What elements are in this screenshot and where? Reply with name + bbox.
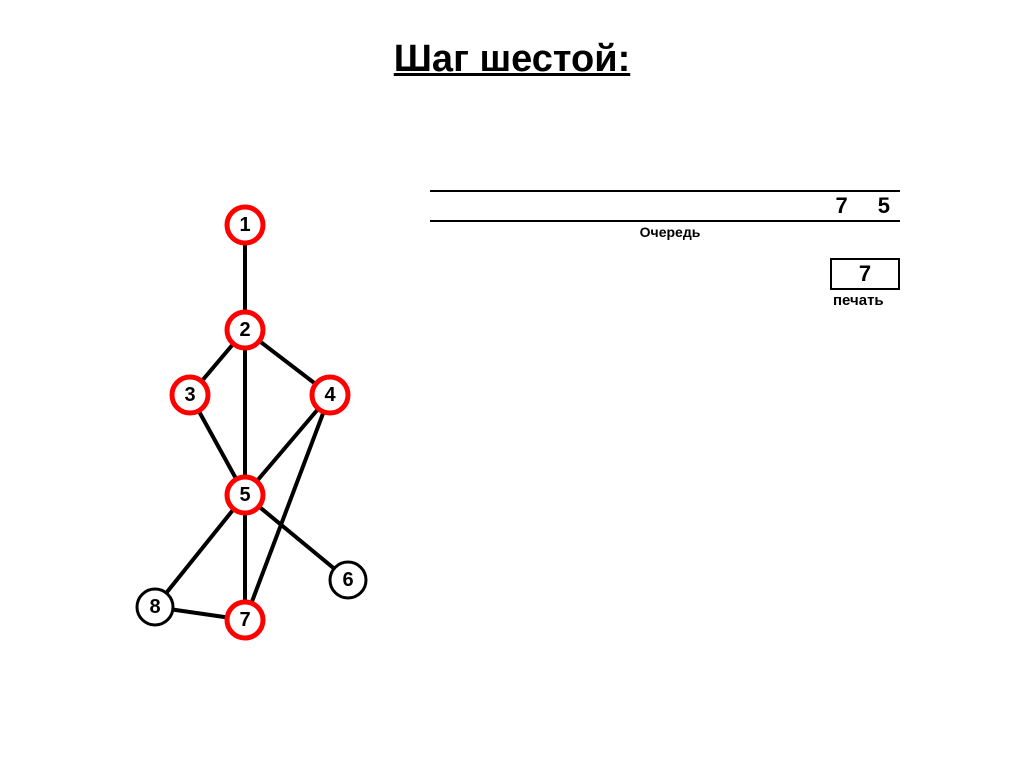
graph-node-label-7: 7	[239, 609, 250, 631]
print-label: печать	[833, 292, 903, 309]
queue-label: Очередь	[620, 224, 720, 240]
graph-node-label-8: 8	[149, 596, 160, 618]
graph-node-label-5: 5	[239, 484, 250, 506]
queue-item: 5	[878, 193, 890, 219]
graph-node-label-3: 3	[184, 384, 195, 406]
queue-item: 7	[836, 193, 848, 219]
graph-diagram: 1 2 3 4 5 6 7 8	[130, 195, 390, 655]
graph-node-label-6: 6	[342, 569, 353, 591]
graph-node-label-4: 4	[324, 384, 336, 406]
graph-edge	[155, 495, 245, 607]
print-box: 7	[830, 258, 900, 290]
graph-node-label-2: 2	[239, 319, 250, 341]
page-title: Шаг шестой:	[0, 38, 1024, 81]
print-value: 7	[859, 261, 871, 287]
queue-items: 75	[836, 192, 891, 220]
queue-box: 75	[430, 190, 900, 222]
graph-node-label-1: 1	[239, 214, 250, 236]
